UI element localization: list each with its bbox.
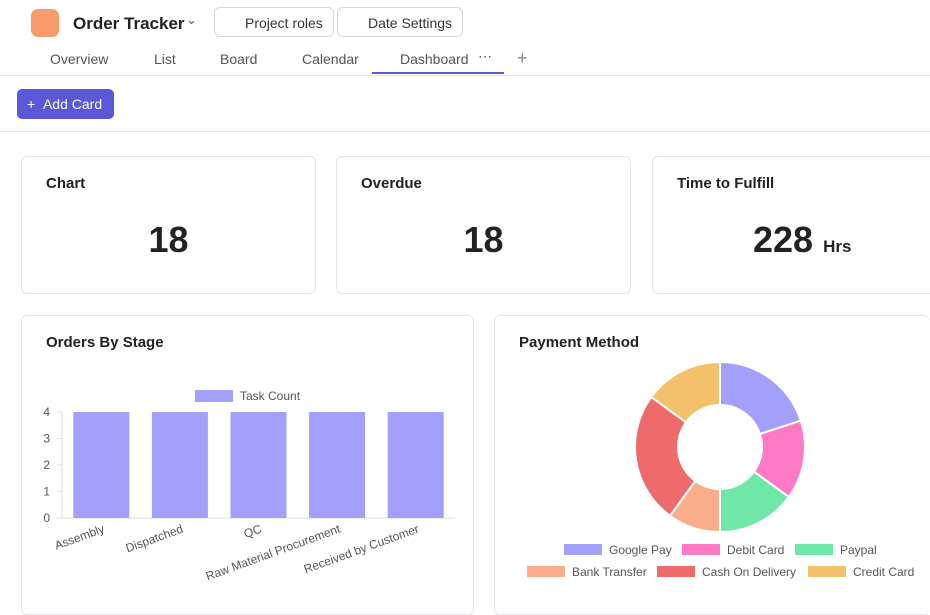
pie-slice — [719, 360, 803, 436]
header-button[interactable]: Project roles — [214, 7, 334, 37]
legend-swatch — [657, 566, 695, 577]
y-tick-label: 1 — [43, 485, 50, 499]
bar — [151, 412, 208, 518]
legend-swatch — [527, 566, 565, 577]
bar — [73, 412, 130, 518]
y-tick-label: 3 — [43, 432, 50, 446]
y-tick-label: 2 — [43, 458, 50, 472]
x-tick-label: Raw Material Procurement — [204, 521, 343, 583]
y-tick-label: 0 — [43, 511, 50, 525]
card-title: Chart — [46, 175, 86, 192]
tab[interactable]: List — [154, 51, 176, 67]
pie-slice — [649, 360, 721, 424]
legend-swatch — [795, 544, 833, 555]
project-title[interactable]: Order Tracker — [73, 14, 185, 33]
bar — [309, 412, 366, 518]
metric-value: 228 Hrs — [753, 219, 930, 261]
legend-label: Debit Card — [727, 543, 784, 557]
tab[interactable]: Dashboard — [400, 51, 469, 67]
bar — [387, 412, 444, 518]
metric-number: 228 — [753, 219, 814, 260]
bar — [230, 412, 287, 518]
x-tick-label: Assembly — [53, 522, 107, 553]
tab-menu[interactable]: ⋯ — [478, 48, 492, 64]
legend-swatch — [808, 566, 846, 577]
legend-label: Cash On Delivery — [702, 565, 796, 579]
card-title: Payment Method — [519, 334, 640, 351]
y-tick-label: 4 — [43, 405, 50, 419]
app-icon[interactable] — [31, 9, 59, 37]
card-title: Time to Fulfill — [677, 175, 775, 192]
pie-slice — [634, 395, 697, 518]
divider — [0, 75, 930, 76]
add-card-button[interactable]: + Add Card — [17, 89, 114, 119]
metric-card: Chart 18 — [21, 156, 316, 294]
dropdown[interactable]: ⌄ — [186, 12, 197, 27]
metric-unit: Hrs — [823, 237, 852, 256]
metric-value: 18 — [148, 219, 189, 260]
metric-card: Overdue 18 — [336, 156, 631, 294]
legend-swatch — [564, 544, 602, 555]
metric-value: 18 — [463, 219, 504, 260]
header-button[interactable]: Date Settings — [337, 7, 464, 37]
divider — [0, 131, 930, 132]
legend-label: Paypal — [840, 543, 877, 557]
legend-swatch — [195, 390, 233, 402]
card-title: Orders By Stage — [46, 334, 164, 351]
legend-label: Task Count — [240, 389, 301, 403]
tab[interactable]: Calendar — [302, 51, 359, 67]
x-tick-label: QC — [242, 522, 264, 541]
button-label: Add Card — [42, 96, 103, 112]
add-tab[interactable]: + — [517, 48, 528, 68]
card-title: Overdue — [361, 175, 422, 192]
legend-label: Bank Transfer — [572, 565, 647, 579]
tab[interactable]: Overview — [50, 51, 109, 67]
active-underline — [372, 72, 504, 74]
x-tick-label: Dispatched — [124, 522, 185, 556]
legend-swatch — [682, 544, 720, 555]
legend-label: Google Pay — [609, 543, 672, 557]
page: Order Tracker ⌄ Project roles Date Setti… — [0, 7, 930, 615]
metric-card: Time to Fulfill 228 Hrs — [652, 156, 930, 294]
legend-label: Credit Card — [853, 565, 914, 579]
tab[interactable]: Board — [220, 51, 258, 67]
